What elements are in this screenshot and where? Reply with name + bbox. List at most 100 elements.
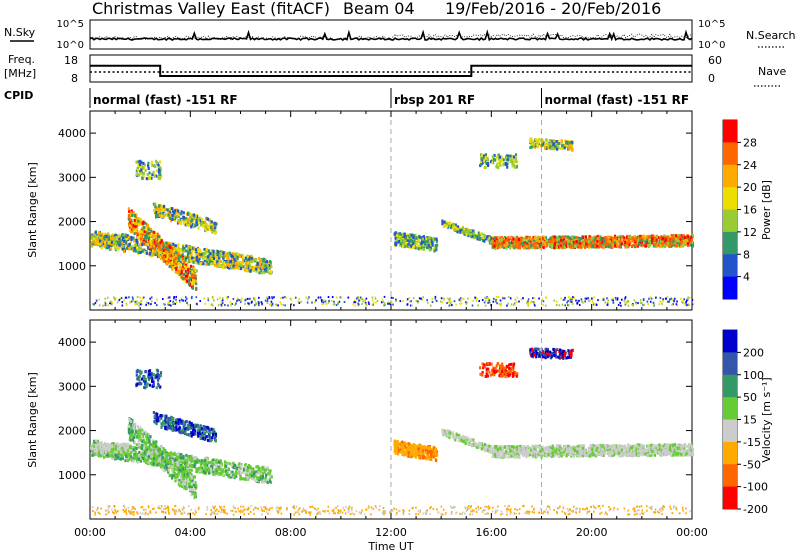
heatmap-cell xyxy=(240,297,243,300)
heatmap-cell xyxy=(472,299,474,302)
heatmap-cell xyxy=(594,236,597,240)
heatmap-cell xyxy=(682,300,684,303)
heatmap-cell xyxy=(185,297,188,300)
heatmap-cell xyxy=(182,272,185,276)
heatmap-cell xyxy=(502,297,504,300)
heatmap-cell xyxy=(522,297,524,300)
heatmap-cell xyxy=(191,258,194,262)
heatmap-cell xyxy=(180,266,183,270)
heatmap-cell xyxy=(246,266,250,270)
heatmap-cell xyxy=(248,260,251,263)
heatmap-cell xyxy=(206,257,209,261)
heatmap-cell xyxy=(138,217,141,221)
freq-trace xyxy=(90,64,692,77)
heatmap-cell xyxy=(147,164,150,168)
heatmap-cell xyxy=(641,236,645,240)
heatmap-cell xyxy=(239,468,242,472)
heatmap-cell xyxy=(125,296,128,299)
heatmap-cell xyxy=(168,304,170,306)
heatmap-cell xyxy=(112,241,115,244)
heatmap-cell xyxy=(239,267,243,271)
heatmap-cell xyxy=(213,221,216,225)
heatmap-cell xyxy=(529,140,532,144)
heatmap-cell xyxy=(165,241,168,245)
heatmap-cell xyxy=(553,235,556,239)
heatmap-cell xyxy=(362,300,364,303)
heatmap-cell xyxy=(586,296,589,299)
heatmap-cell xyxy=(527,300,529,303)
heatmap-cell xyxy=(305,296,307,299)
heatmap-cell xyxy=(131,224,135,228)
heatmap-cell xyxy=(244,299,246,302)
heatmap-cell xyxy=(180,212,183,216)
heatmap-cell xyxy=(647,303,649,305)
heatmap-cell xyxy=(608,239,611,243)
heatmap-cell xyxy=(290,298,293,301)
heatmap-cell xyxy=(227,264,230,267)
heatmap-cell xyxy=(247,297,249,300)
heatmap-cell xyxy=(135,160,138,164)
heatmap-cell xyxy=(142,172,145,175)
heatmap-cell xyxy=(219,260,222,264)
heatmap-cell xyxy=(466,301,469,304)
heatmap-cell xyxy=(494,242,497,246)
heatmap-cell xyxy=(618,240,621,244)
heatmap-cell xyxy=(123,247,126,251)
heatmap-cell xyxy=(421,298,423,301)
heatmap-cell xyxy=(210,220,213,224)
heatmap-cell xyxy=(218,264,221,267)
heatmap-cell xyxy=(676,300,678,303)
heatmap-cell xyxy=(541,298,543,301)
heatmap-cell xyxy=(246,465,250,469)
heatmap-cell xyxy=(172,245,175,248)
heatmap-cell xyxy=(352,303,354,306)
heatmap-cell xyxy=(462,298,464,301)
heatmap-cell xyxy=(638,242,641,246)
heatmap-cell xyxy=(194,269,197,273)
heatmap-cell xyxy=(166,250,169,254)
heatmap-cell xyxy=(664,244,667,248)
heatmap-cell xyxy=(549,236,552,240)
heatmap-cell xyxy=(132,299,135,302)
heatmap-cell xyxy=(627,237,630,241)
heatmap-cell xyxy=(297,300,300,303)
heatmap-cell xyxy=(403,232,406,236)
heatmap-cell xyxy=(381,298,384,301)
heatmap-cell xyxy=(612,301,615,304)
heatmap-cell xyxy=(415,236,418,240)
heatmap-cell xyxy=(184,277,187,281)
heatmap-cell xyxy=(151,163,154,167)
heatmap-cell xyxy=(690,241,694,245)
heatmap-cell xyxy=(596,235,599,239)
heatmap-cell xyxy=(174,265,178,269)
heatmap-cell xyxy=(192,274,195,278)
heatmap-cell xyxy=(415,300,418,302)
heatmap-cell xyxy=(496,242,499,246)
heatmap-cell xyxy=(236,257,239,261)
heatmap-cell xyxy=(588,235,591,239)
heatmap-cell xyxy=(642,243,646,247)
heatmap-cell xyxy=(509,297,512,300)
heatmap-cell xyxy=(164,303,166,306)
heatmap-cell xyxy=(175,254,178,258)
heatmap-cell xyxy=(560,139,563,143)
heatmap-cell xyxy=(394,231,397,235)
heatmap-cell xyxy=(314,301,316,304)
heatmap-cell xyxy=(325,302,328,305)
heatmap-cell xyxy=(477,235,480,239)
heatmap-cell xyxy=(266,472,270,476)
heatmap-cell xyxy=(575,299,577,302)
heatmap-cell xyxy=(92,239,95,243)
heatmap-cell xyxy=(422,296,424,299)
heatmap-cell xyxy=(183,255,186,259)
heatmap-cell xyxy=(399,236,402,240)
heatmap-cell xyxy=(307,298,309,301)
heatmap-cell xyxy=(605,245,608,249)
heatmap-cell xyxy=(114,233,117,237)
heatmap-cell xyxy=(564,139,567,143)
heatmap-cell xyxy=(141,177,144,180)
heatmap-cells xyxy=(90,347,695,516)
heatmap-cell xyxy=(244,469,247,473)
heatmap-cell xyxy=(512,303,515,306)
heatmap-cell xyxy=(200,251,203,255)
